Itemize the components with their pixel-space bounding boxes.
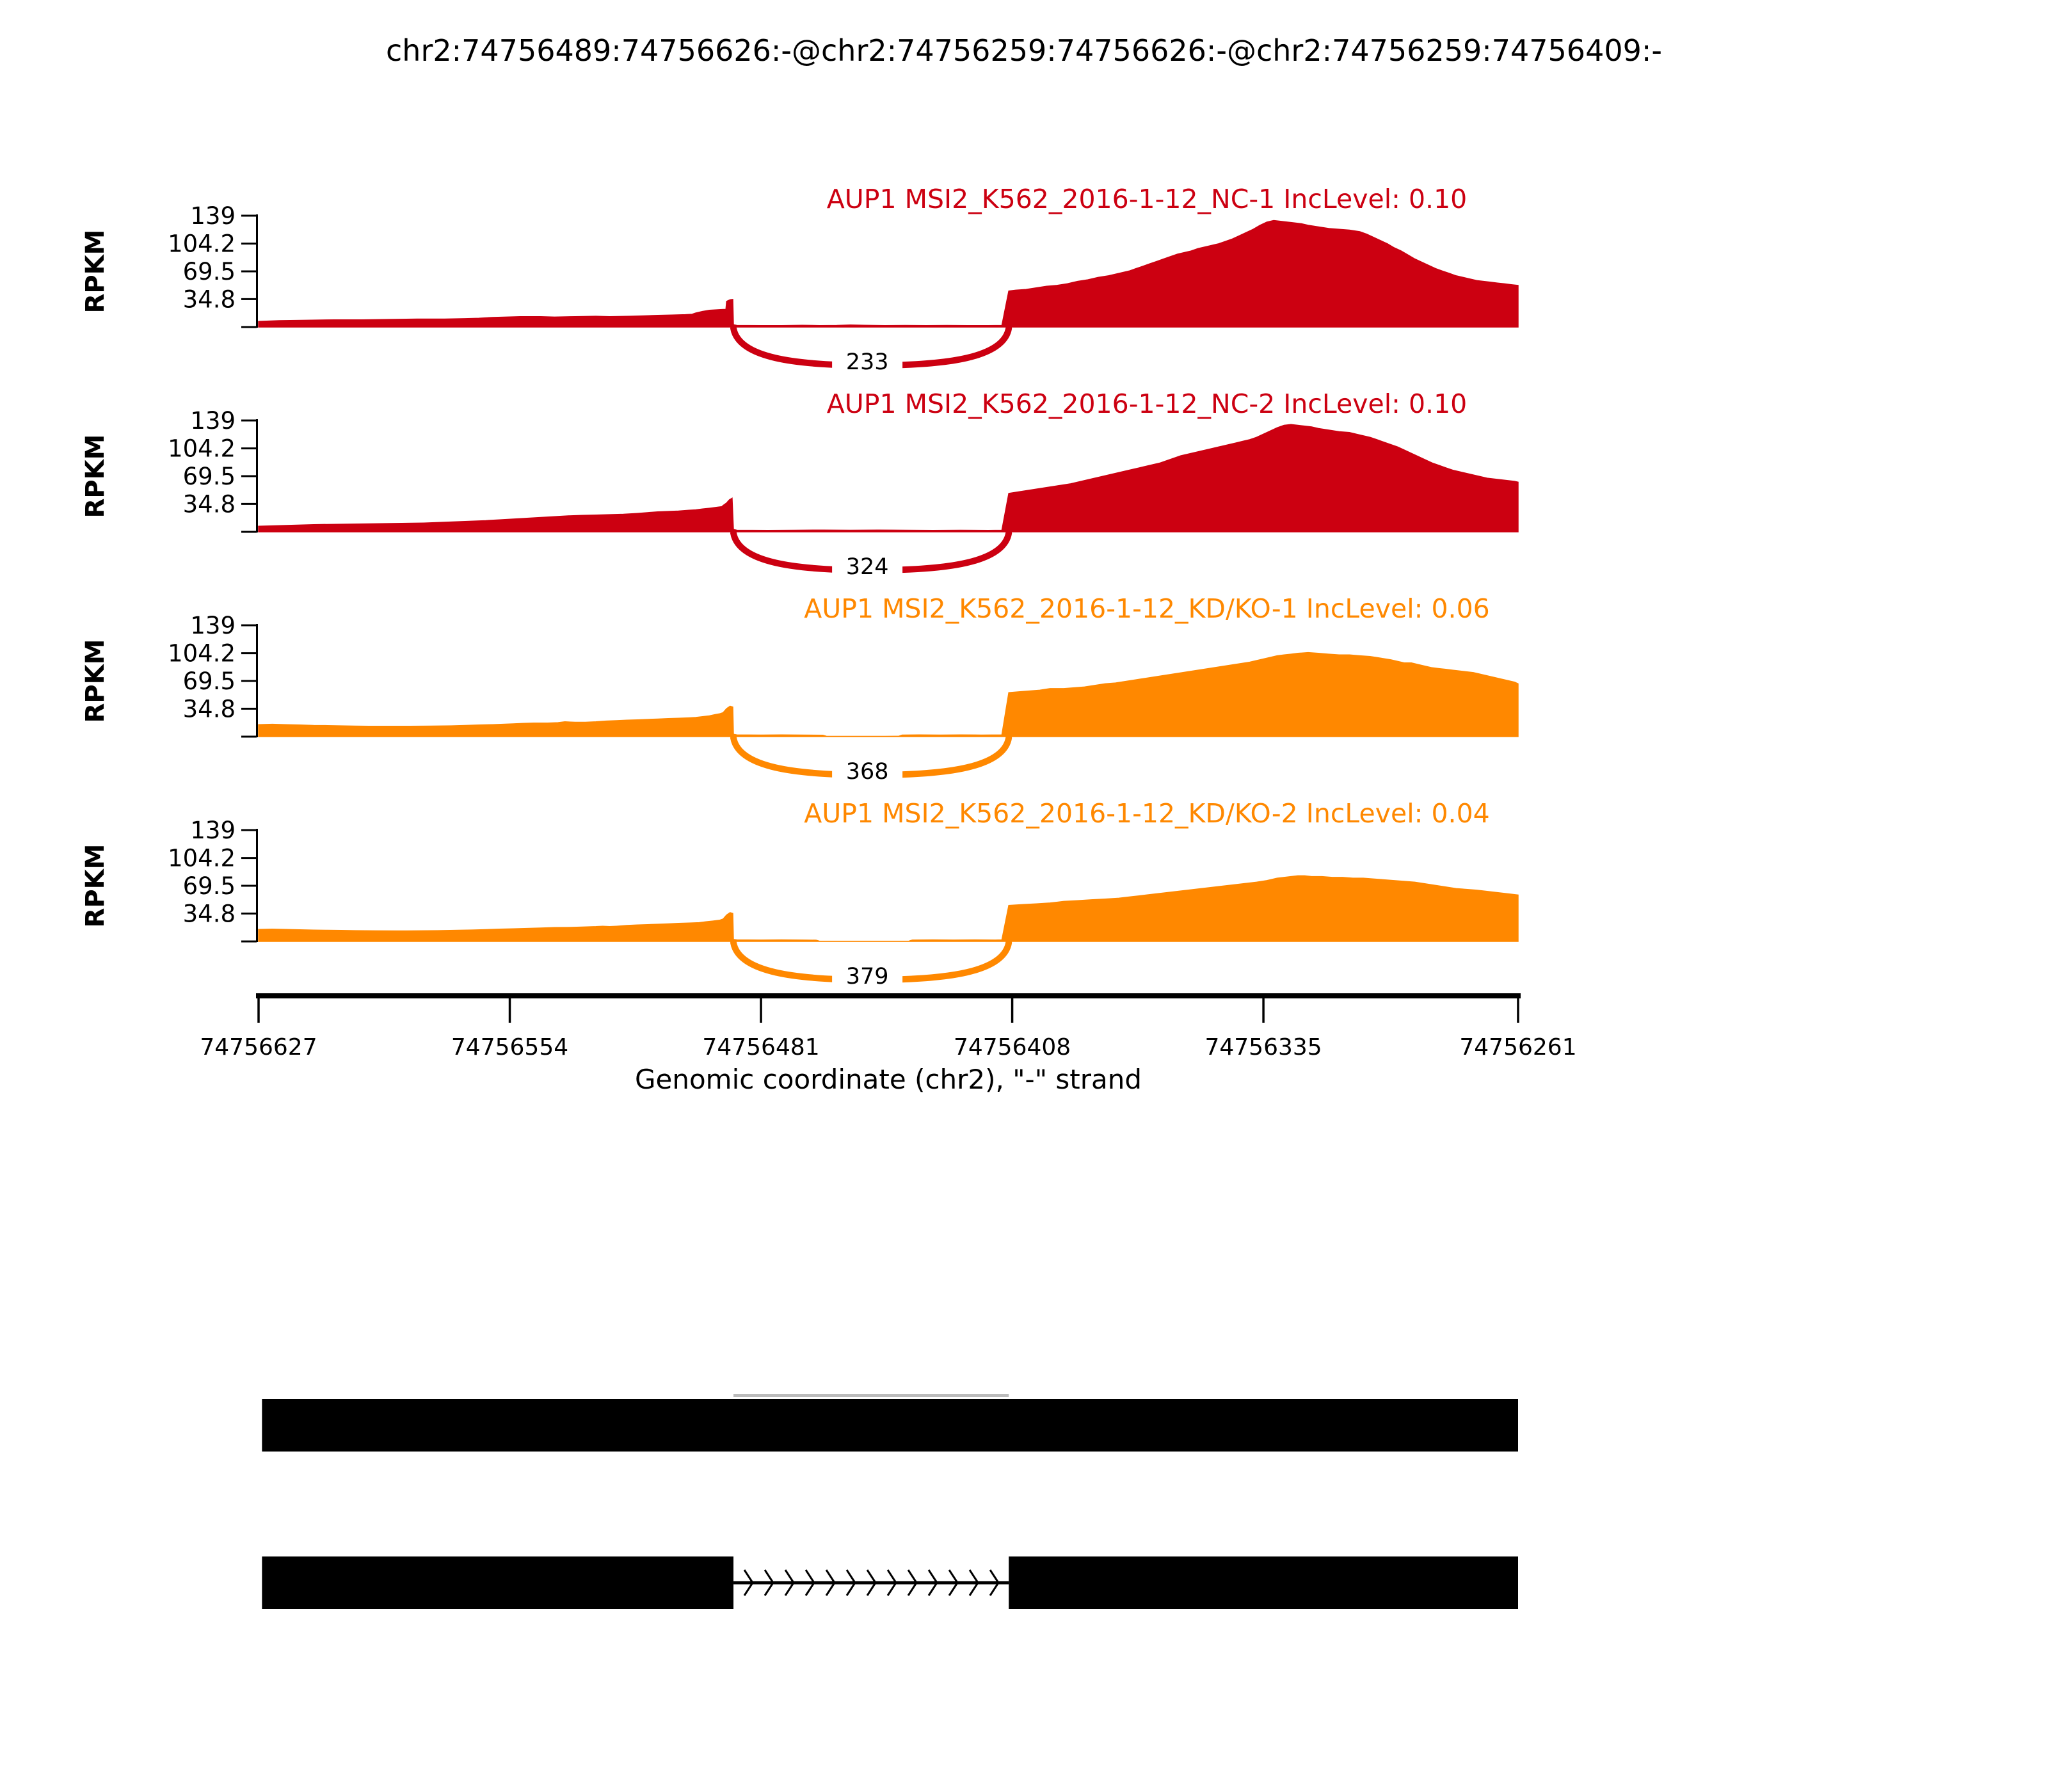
junction-label-bg bbox=[832, 758, 903, 784]
exon-box-isoform-skipping bbox=[1009, 1556, 1518, 1609]
y-tick-label: 69.5 bbox=[183, 668, 236, 695]
strand-arrow-icon bbox=[804, 1569, 815, 1583]
junction-count-label-track-3: 368 bbox=[846, 759, 889, 785]
x-tick-label: 74756554 bbox=[451, 1034, 568, 1060]
strand-arrow-icon bbox=[845, 1569, 856, 1583]
strand-arrow-icon bbox=[886, 1569, 897, 1583]
strand-arrow-icon bbox=[764, 1569, 774, 1583]
coverage-area-track-3 bbox=[258, 652, 1519, 737]
y-axis-title: RPKM bbox=[81, 230, 110, 314]
strand-arrow-icon bbox=[968, 1582, 979, 1596]
y-axis-title: RPKM bbox=[81, 639, 110, 723]
y-tick-label: 104.2 bbox=[168, 845, 236, 872]
x-tick-label: 74756408 bbox=[954, 1034, 1071, 1060]
strand-arrow-icon bbox=[907, 1569, 918, 1583]
x-axis-label: Genomic coordinate (chr2), "-" strand bbox=[634, 1064, 1142, 1095]
strand-arrow-icon bbox=[989, 1569, 1000, 1583]
x-tick-label: 74756481 bbox=[702, 1034, 819, 1060]
x-tick-label: 74756335 bbox=[1204, 1034, 1322, 1060]
strand-arrow-icon bbox=[764, 1582, 774, 1596]
y-tick-label: 139 bbox=[190, 407, 236, 435]
strand-arrow-icon bbox=[743, 1569, 754, 1583]
y-axis-title: RPKM bbox=[81, 844, 110, 928]
track-title-3: AUP1 MSI2_K562_2016-1-12_KD/KO-1 IncLeve… bbox=[804, 593, 1490, 624]
strand-arrow-icon bbox=[948, 1582, 959, 1596]
strand-arrow-icon bbox=[866, 1569, 877, 1583]
junction-count-label-track-4: 379 bbox=[846, 964, 889, 989]
y-tick-label: 104.2 bbox=[168, 435, 236, 463]
isoform1-intron-guide bbox=[733, 1394, 1009, 1397]
y-tick-label: 34.8 bbox=[183, 900, 236, 927]
strand-arrow-icon bbox=[784, 1569, 795, 1583]
y-tick-label: 104.2 bbox=[168, 640, 236, 668]
strand-arrow-icon bbox=[866, 1582, 877, 1596]
coverage-area-track-4 bbox=[258, 875, 1519, 942]
track-title-4: AUP1 MSI2_K562_2016-1-12_KD/KO-2 IncLeve… bbox=[804, 798, 1490, 829]
strand-arrow-icon bbox=[927, 1569, 938, 1583]
y-tick-label: 69.5 bbox=[183, 258, 236, 285]
y-tick-label: 104.2 bbox=[168, 230, 236, 258]
strand-arrow-icon bbox=[825, 1569, 836, 1583]
y-tick-label: 69.5 bbox=[183, 872, 236, 900]
strand-arrow-icon bbox=[845, 1582, 856, 1596]
x-tick-label: 74756261 bbox=[1459, 1034, 1576, 1060]
y-tick-label: 34.8 bbox=[183, 490, 236, 518]
y-tick-label: 139 bbox=[190, 202, 236, 230]
strand-arrow-icon bbox=[968, 1569, 979, 1583]
strand-arrow-icon bbox=[784, 1582, 795, 1596]
y-tick-label: 139 bbox=[190, 612, 236, 639]
coverage-area-track-1 bbox=[258, 220, 1519, 328]
track-title-1: AUP1 MSI2_K562_2016-1-12_NC-1 IncLevel: … bbox=[827, 184, 1468, 214]
strand-arrow-icon bbox=[948, 1569, 959, 1583]
junction-label-bg bbox=[832, 554, 903, 579]
y-tick-label: 69.5 bbox=[183, 463, 236, 490]
y-axis-title: RPKM bbox=[81, 435, 110, 518]
y-tick-label: 34.8 bbox=[183, 695, 236, 723]
coverage-area-track-2 bbox=[258, 424, 1519, 532]
y-tick-label: 139 bbox=[190, 817, 236, 844]
strand-arrow-icon bbox=[927, 1582, 938, 1596]
junction-count-label-track-2: 324 bbox=[846, 554, 889, 580]
junction-label-bg bbox=[832, 349, 903, 374]
junction-count-label-track-1: 233 bbox=[846, 349, 889, 375]
exon-box-isoform-inclusion bbox=[262, 1399, 1518, 1452]
strand-arrow-icon bbox=[825, 1582, 836, 1596]
strand-arrow-icon bbox=[804, 1582, 815, 1596]
x-axis-spine bbox=[256, 993, 1521, 998]
strand-arrow-icon bbox=[886, 1582, 897, 1596]
strand-arrow-icon bbox=[989, 1582, 1000, 1596]
exon-box-isoform-skipping bbox=[262, 1556, 734, 1609]
strand-arrow-icon bbox=[743, 1582, 754, 1596]
figure-title: chr2:74756489:74756626:-@chr2:74756259:7… bbox=[386, 33, 1662, 68]
strand-arrow-icon bbox=[907, 1582, 918, 1596]
junction-label-bg bbox=[832, 963, 903, 989]
track-title-2: AUP1 MSI2_K562_2016-1-12_NC-2 IncLevel: … bbox=[827, 388, 1468, 419]
y-tick-label: 34.8 bbox=[183, 285, 236, 313]
x-tick-label: 74756627 bbox=[200, 1034, 317, 1060]
